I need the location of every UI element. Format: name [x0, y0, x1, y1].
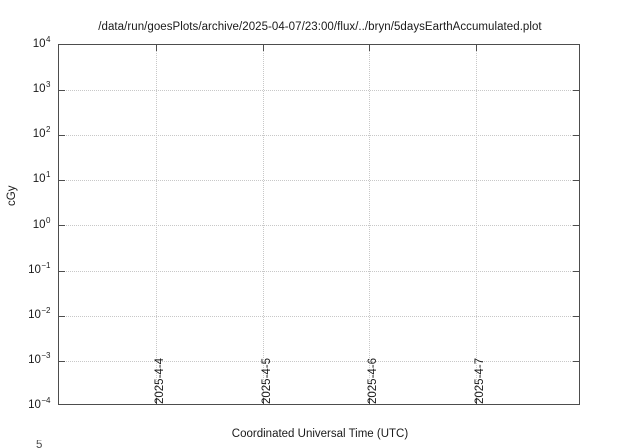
x-tick-mark [476, 398, 477, 404]
chart-title: /data/run/goesPlots/archive/2025-04-07/2… [98, 21, 542, 33]
y-tick-mantissa: 10 [28, 354, 41, 366]
y-tick-mantissa: 10 [28, 264, 41, 276]
y-tick-mark [573, 135, 579, 136]
y-tick-exponent: 1 [46, 170, 51, 179]
y-tick-label: 10−2 [4, 306, 51, 321]
y-tick-mantissa: 10 [32, 38, 46, 50]
y-tick-exponent: 4 [46, 35, 51, 44]
gridline-vertical [156, 45, 157, 404]
gridline-vertical [263, 45, 264, 404]
x-tick-mark [156, 45, 157, 51]
x-tick-mark [369, 45, 370, 51]
gridline-horizontal [59, 135, 579, 136]
y-tick-mantissa: 10 [28, 309, 41, 321]
gridline-horizontal [59, 316, 579, 317]
x-tick-mark [263, 398, 264, 404]
y-tick-mark [59, 135, 65, 136]
clipped-bottom-glyph: 5 [36, 440, 43, 448]
y-tick-mark [573, 361, 579, 362]
gridline-horizontal [59, 361, 579, 362]
gridline-horizontal [59, 180, 579, 181]
y-tick-mark [573, 90, 579, 91]
y-tick-exponent: −4 [41, 396, 51, 405]
y-tick-mantissa: 10 [32, 83, 46, 95]
y-tick-label: 100 [4, 216, 51, 231]
y-tick-mark [59, 316, 65, 317]
gridline-vertical [476, 45, 477, 404]
y-tick-mark [59, 361, 65, 362]
y-tick-label: 10−1 [4, 261, 51, 276]
y-tick-mark [573, 225, 579, 226]
y-tick-label: 104 [4, 35, 51, 50]
x-tick-label: 2025-4-5 [261, 357, 273, 404]
y-tick-exponent: −1 [41, 261, 51, 270]
x-axis-title: Coordinated Universal Time (UTC) [231, 428, 409, 440]
y-tick-label: 10−3 [4, 351, 51, 366]
y-tick-exponent: 0 [46, 216, 51, 225]
y-tick-mark [573, 180, 579, 181]
y-tick-mantissa: 10 [28, 399, 41, 411]
y-tick-exponent: −2 [41, 306, 51, 315]
gridline-horizontal [59, 90, 579, 91]
gridline-horizontal [59, 271, 579, 272]
y-tick-label: 10−4 [4, 396, 51, 411]
x-tick-mark [369, 398, 370, 404]
y-tick-mantissa: 10 [32, 128, 46, 140]
x-tick-mark [263, 45, 264, 51]
gridline-vertical [369, 45, 370, 404]
y-tick-label: 102 [4, 125, 51, 140]
y-tick-mark [59, 271, 65, 272]
plot-area: 2025-4-4 2025-4-5 2025-4-6 2025-4-7 [58, 44, 580, 405]
y-tick-exponent: −3 [41, 351, 51, 360]
x-tick-mark [476, 45, 477, 51]
x-tick-label: 2025-4-6 [367, 357, 379, 404]
x-tick-label: 2025-4-7 [474, 357, 486, 404]
y-tick-mark [59, 180, 65, 181]
gridline-horizontal [59, 225, 579, 226]
y-tick-exponent: 2 [46, 125, 51, 134]
y-tick-label: 101 [4, 170, 51, 185]
y-tick-mark [573, 316, 579, 317]
y-tick-mark [573, 271, 579, 272]
x-tick-mark [156, 398, 157, 404]
y-tick-mark [59, 225, 65, 226]
y-axis-title: cGy [6, 185, 18, 206]
y-tick-mantissa: 10 [32, 219, 46, 231]
y-tick-label: 103 [4, 80, 51, 95]
y-tick-exponent: 3 [46, 80, 51, 89]
y-tick-mantissa: 10 [32, 173, 46, 185]
x-tick-label: 2025-4-4 [154, 357, 166, 404]
y-tick-mark [59, 90, 65, 91]
